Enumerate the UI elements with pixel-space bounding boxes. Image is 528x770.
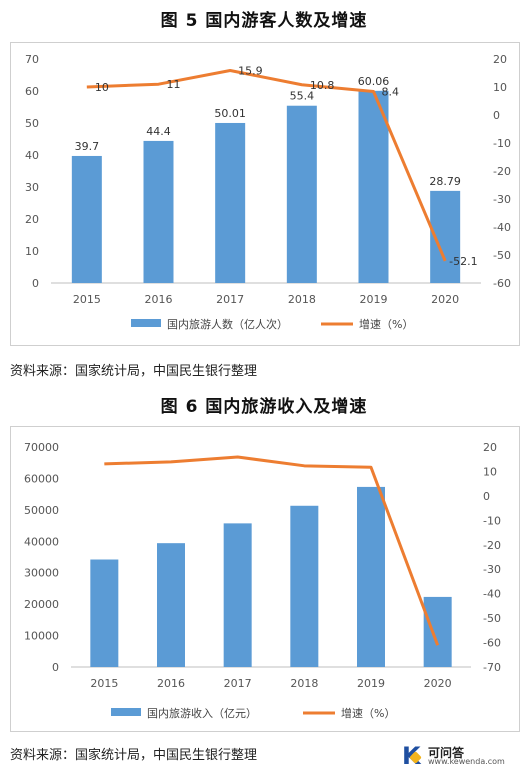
chart2-panel: 70000 60000 50000 40000 30000 20000 10000 0 20 10… — [10, 426, 520, 732]
chart1-right-tick-label: -30 — [493, 193, 511, 206]
chart1-title: 图 5 国内游客人数及增速 — [160, 11, 368, 31]
chart2-category-label: 2020 — [424, 677, 452, 690]
chart1-legend-bar-swatch — [131, 319, 161, 327]
chart1-category-label: 2015 — [73, 293, 101, 306]
chart2-left-tick-label: 60000 — [24, 472, 59, 485]
chart1-bar — [215, 122, 246, 283]
chart1-left-tick-label: 50 — [25, 117, 39, 130]
chart2-legend-bar-swatch — [111, 708, 141, 716]
chart2-right-tick-label: -60 — [483, 637, 501, 650]
chart2-growth-line — [104, 455, 440, 646]
chart1-left-tick-label: 40 — [25, 149, 39, 162]
chart2-right-tick-label: -10 — [483, 514, 501, 527]
chart2-bar — [223, 523, 252, 667]
chart2-category-label: 2016 — [157, 677, 185, 690]
chart1-category-label: 2020 — [431, 293, 459, 306]
chart1-left-tick-label: 70 — [25, 53, 39, 66]
chart1-growth-value-label: 10 — [95, 81, 109, 94]
site-watermark-logo: K 可问答 www.kewenda.com — [402, 744, 520, 768]
chart1-growth-value-label: -52.1 — [449, 255, 477, 268]
chart1-legend-bar-label: 国内旅游人数（亿人次） — [167, 317, 288, 331]
chart2-left-tick-label: 20000 — [24, 598, 59, 611]
chart2-title: 图 6 国内旅游收入及增速 — [160, 397, 368, 417]
chart2-category-label: 2019 — [357, 677, 385, 690]
chart1-right-tick-label: 20 — [493, 53, 507, 66]
chart2-category-label: 2015 — [90, 677, 118, 690]
chart1-bar-value-label: 55.4 — [290, 90, 315, 103]
chart2-right-tick-label: 10 — [483, 465, 497, 478]
chart1-growth-value-label: 11 — [167, 78, 181, 91]
chart1-growth-line — [86, 68, 447, 262]
chart2-legend-bar-label: 国内旅游收入（亿元） — [147, 706, 257, 720]
chart2-left-tick-label: 70000 — [24, 441, 59, 454]
chart1-category-label: 2016 — [145, 293, 173, 306]
chart2-left-tick-label: 10000 — [24, 630, 59, 643]
chart2-bar — [423, 596, 452, 667]
chart1-right-tick-label: 0 — [493, 109, 500, 122]
chart1-bar — [71, 155, 102, 283]
chart1-source-note: 资料来源：国家统计局，中国民生银行整理 — [10, 364, 258, 379]
chart1-bar-value-label: 44.4 — [146, 125, 171, 138]
chart2-left-tick-label: 50000 — [24, 504, 59, 517]
chart1-bar-value-label: 28.79 — [429, 175, 461, 188]
chart1-bar-value-label: 39.7 — [75, 140, 100, 153]
chart1-svg: 70 60 50 40 30 20 10 0 20 10 0 -10 -20 -30 -40 -50 -60 39… — [25, 53, 511, 331]
chart2-right-tick-label: -40 — [483, 588, 501, 601]
chart2-right-tick-label: -20 — [483, 539, 501, 552]
chart2-left-tick-label: 30000 — [24, 567, 59, 580]
chart1-left-tick-label: 0 — [32, 277, 39, 290]
chart1-growth-value-label: 10.8 — [310, 79, 335, 92]
chart1-category-label: 2018 — [288, 293, 316, 306]
chart2-right-tick-label: 0 — [483, 490, 490, 503]
chart1-bar-value-label: 60.06 — [358, 75, 390, 88]
chart1-right-tick-label: -50 — [493, 249, 511, 262]
chart1-bar — [143, 140, 174, 283]
chart2-category-label: 2018 — [290, 677, 318, 690]
chart1-right-tick-label: 10 — [493, 81, 507, 94]
watermark-k-icon: K — [402, 742, 421, 770]
chart1-left-tick-label: 10 — [25, 245, 39, 258]
chart2-left-tick-label: 40000 — [24, 535, 59, 548]
chart1-growth-value-label: 8.4 — [382, 85, 400, 98]
chart2-category-label: 2017 — [224, 677, 252, 690]
chart1-right-tick-label: -40 — [493, 221, 511, 234]
chart2-bar — [357, 486, 385, 667]
chart1-left-tick-label: 20 — [25, 213, 39, 226]
chart2-bar — [90, 559, 119, 667]
chart1-bar-value-label: 50.01 — [214, 107, 246, 120]
chart2-source-note: 资料来源：国家统计局，中国民生银行整理 — [10, 748, 258, 763]
chart1-left-tick-label: 60 — [25, 85, 39, 98]
chart1-bar — [358, 90, 389, 283]
chart2-right-tick-label: 20 — [483, 441, 497, 454]
chart1-right-tick-label: -20 — [493, 165, 511, 178]
chart1-left-tick-label: 30 — [25, 181, 39, 194]
watermark-top-text: 可问答 — [428, 746, 465, 760]
chart1-right-tick-label: -10 — [493, 137, 511, 150]
chart1-growth-value-label: 15.9 — [238, 64, 263, 77]
chart1-panel: 70 60 50 40 30 20 10 0 20 10 0 -10 -20 -30 -40 -50 -60 39… — [10, 42, 520, 346]
chart2-right-tick-label: -70 — [483, 661, 501, 674]
chart2-right-tick-label: -50 — [483, 612, 501, 625]
chart1-category-label: 2017 — [216, 293, 244, 306]
chart1-bar — [286, 105, 317, 283]
chart1-right-tick-label: -60 — [493, 277, 511, 290]
chart2-bar — [290, 505, 319, 667]
chart1-category-label: 2019 — [360, 293, 388, 306]
chart2-right-tick-label: -30 — [483, 563, 501, 576]
chart2-left-tick-label: 0 — [52, 661, 59, 674]
chart2-bar — [157, 543, 185, 667]
chart2-svg: 70000 60000 50000 40000 30000 20000 10000 0 20 10… — [24, 441, 501, 720]
chart2-legend-line-label: 增速（%） — [341, 706, 395, 720]
chart1-legend-line-label: 增速（%） — [359, 317, 413, 331]
watermark-url-text: www.kewenda.com — [428, 757, 505, 766]
